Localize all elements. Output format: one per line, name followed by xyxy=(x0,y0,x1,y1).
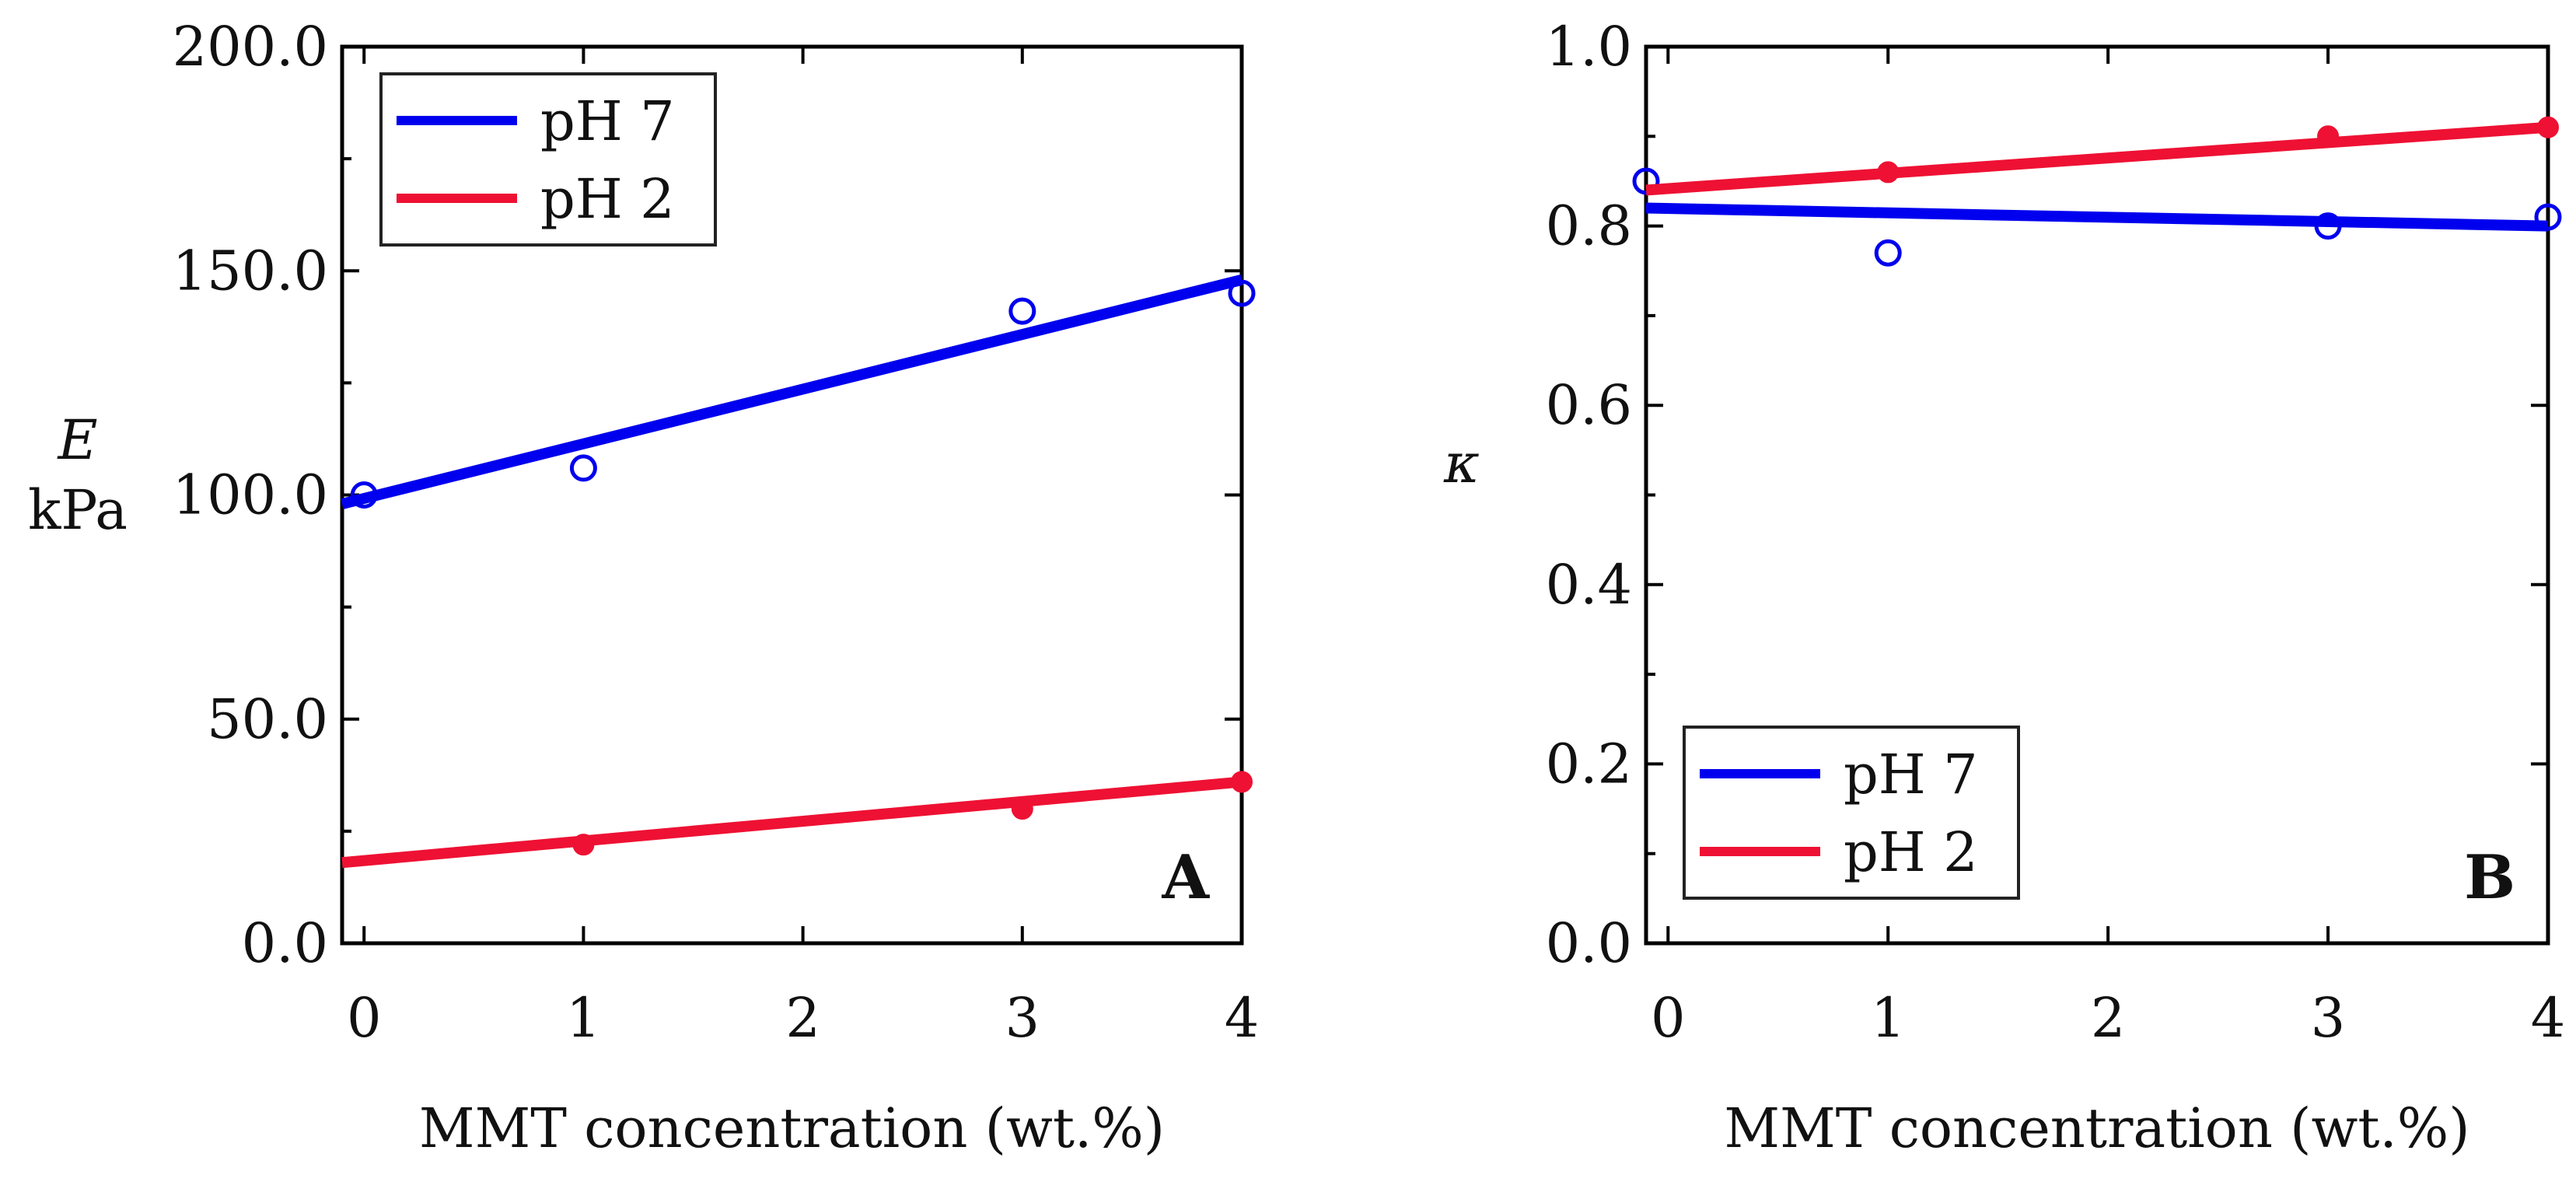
fit-line xyxy=(341,274,1243,509)
data-point xyxy=(2537,116,2559,138)
x-tick-label: 0 xyxy=(1651,986,1686,1050)
y-tick-label: 200.0 xyxy=(173,15,328,79)
x-axis-title: MMT concentration (wt.%) xyxy=(1724,1096,2469,1160)
x-tick-label: 0 xyxy=(347,986,382,1050)
data-point xyxy=(1228,279,1256,307)
fit-line xyxy=(1645,202,2549,232)
y-tick-label: 0.0 xyxy=(242,911,328,975)
chart-panel-a: 0.0 50.0 100.0 150.0 200.0 0 1 2 3 4 MMT concentra… xyxy=(28,15,1259,1160)
data-point xyxy=(569,454,597,482)
y-tick-label: 0.0 xyxy=(1546,911,1632,975)
series-ph-7 xyxy=(1632,167,2562,267)
panel-letter: B xyxy=(2464,842,2515,913)
data-point xyxy=(350,481,378,509)
data-point xyxy=(1231,771,1253,793)
fit-line xyxy=(1645,121,2549,196)
legend: pH 7 pH 2 xyxy=(1683,726,2020,900)
x-tick-label: 3 xyxy=(1005,986,1040,1050)
x-tick-label: 1 xyxy=(1871,986,1906,1050)
series-ph-2 xyxy=(1645,116,2559,196)
legend-label: pH 2 xyxy=(1844,820,1978,884)
y-tick-label: 100.0 xyxy=(173,463,328,527)
y-tick-label: 50.0 xyxy=(207,687,328,751)
y-axis-unit: kPa xyxy=(28,478,128,542)
chart-panel-b: 0.0 0.2 0.4 0.6 0.8 1.0 0 1 2 3 4 MMT concentration… xyxy=(1443,15,2565,1160)
x-tick-label: 1 xyxy=(566,986,601,1050)
y-tick-label: 0.8 xyxy=(1546,194,1632,258)
y-axis-title: E xyxy=(56,408,97,472)
x-tick-label: 4 xyxy=(2531,986,2566,1050)
data-point xyxy=(2534,203,2562,231)
legend-label: pH 7 xyxy=(1844,743,1978,806)
data-point xyxy=(1632,167,1660,195)
y-tick-label: 0.4 xyxy=(1546,553,1632,617)
y-tick-label: 150.0 xyxy=(173,239,328,302)
y-axis-title: κ xyxy=(1443,432,1480,495)
x-tick-label: 2 xyxy=(785,986,820,1050)
y-tick-label: 0.2 xyxy=(1546,732,1632,796)
y-tick-label: 0.6 xyxy=(1546,373,1632,437)
x-axis-title: MMT concentration (wt.%) xyxy=(419,1096,1165,1160)
legend-label: pH 2 xyxy=(540,167,675,231)
x-tick-label: 2 xyxy=(2091,986,2126,1050)
data-point xyxy=(2317,125,2340,148)
legend: pH 7 pH 2 xyxy=(379,72,717,247)
y-tick-label: 1.0 xyxy=(1546,15,1632,79)
data-point xyxy=(2314,212,2342,240)
data-point xyxy=(1011,798,1033,820)
fit-line xyxy=(341,776,1243,869)
data-point xyxy=(1877,161,1900,184)
legend-box xyxy=(1683,726,2020,900)
panel-letter: A xyxy=(1161,842,1210,913)
series-ph-7 xyxy=(341,274,1256,509)
series-ph-2 xyxy=(341,771,1253,869)
x-tick-label: 4 xyxy=(1225,986,1260,1050)
data-point xyxy=(1008,297,1036,325)
legend-label: pH 7 xyxy=(540,89,675,153)
legend-box xyxy=(379,72,717,247)
data-point xyxy=(572,834,595,856)
data-point xyxy=(1874,239,1902,267)
x-tick-label: 3 xyxy=(2311,986,2346,1050)
